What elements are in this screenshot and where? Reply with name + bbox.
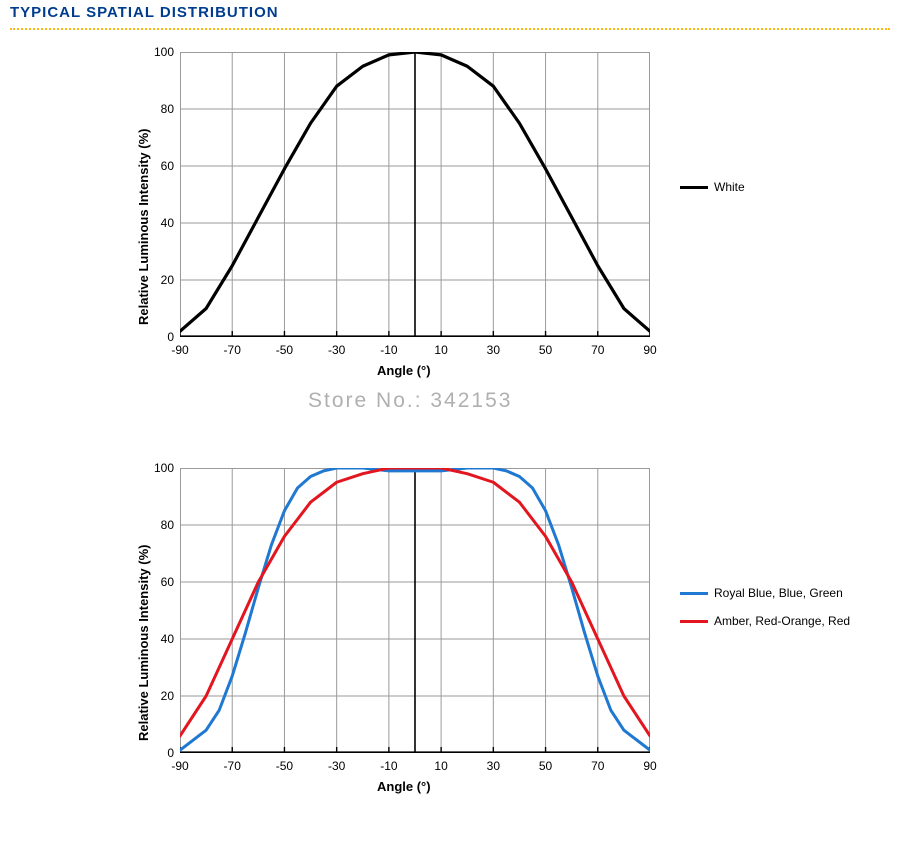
xtick-label: -70 [218, 759, 246, 773]
legend-label: Royal Blue, Blue, Green [714, 586, 843, 600]
xtick-label: 70 [584, 759, 612, 773]
xtick-label: 90 [636, 759, 664, 773]
legend-swatch [680, 186, 708, 189]
legend-item: Amber, Red-Orange, Red [680, 614, 850, 628]
chart-color-plot [180, 468, 650, 753]
ytick-label: 0 [167, 746, 174, 760]
ytick-label: 40 [161, 632, 174, 646]
chart-white-ylabel: Relative Luminous Intensity (%) [136, 129, 151, 325]
ytick-label: 60 [161, 575, 174, 589]
xtick-label: 30 [479, 759, 507, 773]
xtick-label: 90 [636, 343, 664, 357]
xtick-label: 10 [427, 343, 455, 357]
ytick-label: 0 [167, 330, 174, 344]
xtick-label: 30 [479, 343, 507, 357]
xtick-label: -30 [323, 759, 351, 773]
chart-color-legend: Royal Blue, Blue, Green Amber, Red-Orange… [680, 586, 850, 642]
xtick-label: -10 [375, 759, 403, 773]
xtick-label: -90 [166, 343, 194, 357]
chart-color-ylabel: Relative Luminous Intensity (%) [136, 545, 151, 741]
ytick-label: 100 [154, 461, 174, 475]
xtick-label: 70 [584, 343, 612, 357]
xtick-label: -50 [270, 759, 298, 773]
chart-white-xlabel: Angle (°) [377, 363, 431, 378]
page: TYPICAL SPATIAL DISTRIBUTION 0 20 40 60 80 10… [0, 0, 906, 858]
ytick-label: 20 [161, 273, 174, 287]
section-title: TYPICAL SPATIAL DISTRIBUTION [10, 4, 279, 21]
chart-color-xlabel: Angle (°) [377, 779, 431, 794]
chart-white-legend: White [680, 180, 745, 208]
ytick-label: 100 [154, 45, 174, 59]
xtick-label: -30 [323, 343, 351, 357]
xtick-label: 50 [532, 343, 560, 357]
legend-swatch [680, 592, 708, 595]
ytick-label: 60 [161, 159, 174, 173]
title-underline [10, 28, 890, 30]
xtick-label: -90 [166, 759, 194, 773]
xtick-label: 50 [532, 759, 560, 773]
legend-label: Amber, Red-Orange, Red [714, 614, 850, 628]
legend-item: White [680, 180, 745, 194]
chart-white-plot [180, 52, 650, 337]
ytick-label: 80 [161, 518, 174, 532]
watermark-text: Store No.: 342153 [308, 389, 512, 413]
xtick-label: -10 [375, 343, 403, 357]
ytick-label: 20 [161, 689, 174, 703]
legend-swatch [680, 620, 708, 623]
xtick-label: 10 [427, 759, 455, 773]
legend-item: Royal Blue, Blue, Green [680, 586, 850, 600]
legend-label: White [714, 180, 745, 194]
chart-color [180, 468, 650, 753]
ytick-label: 80 [161, 102, 174, 116]
xtick-label: -70 [218, 343, 246, 357]
xtick-label: -50 [270, 343, 298, 357]
ytick-label: 40 [161, 216, 174, 230]
chart-white [180, 52, 650, 337]
